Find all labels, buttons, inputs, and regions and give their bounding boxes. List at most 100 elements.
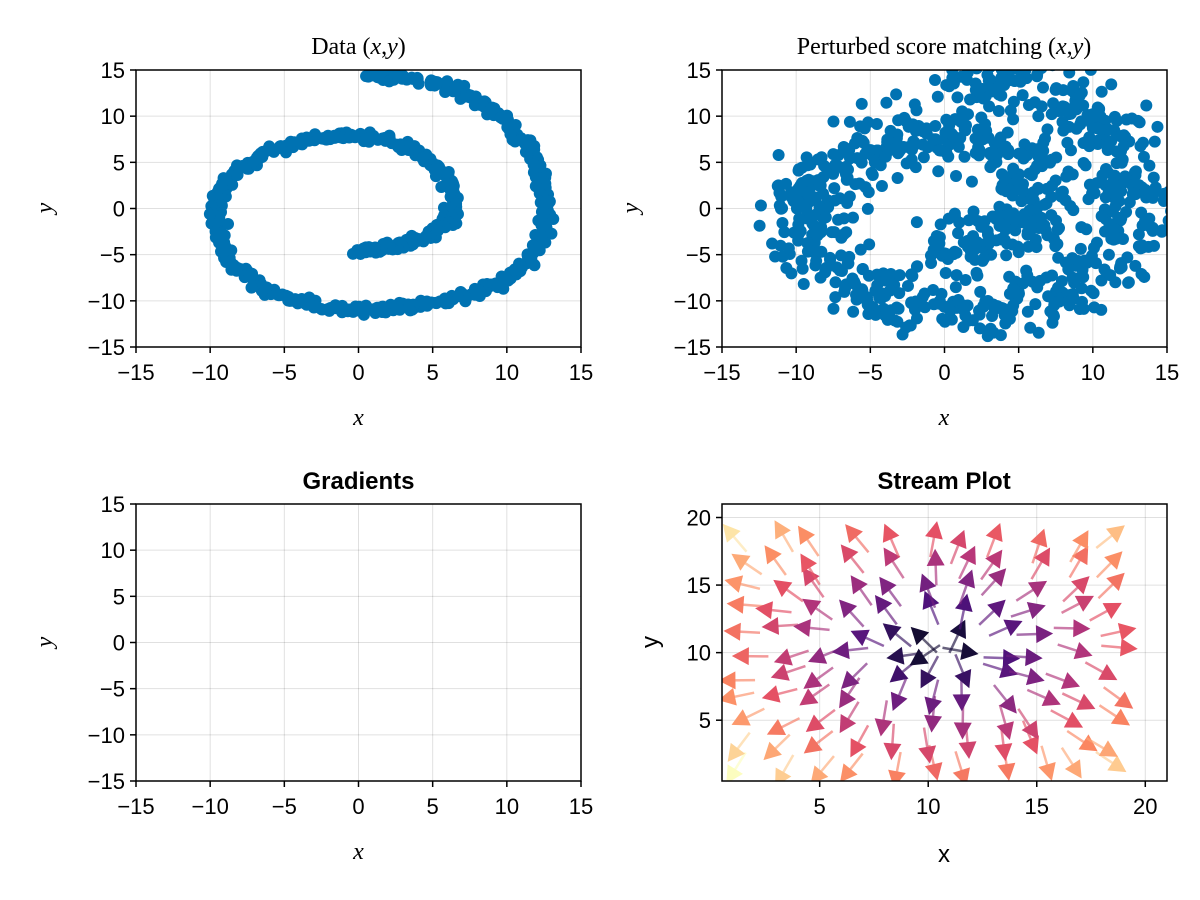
data-point [1035, 211, 1048, 224]
stream-arrow [766, 718, 787, 736]
data-point [965, 175, 978, 188]
data-point [947, 248, 960, 261]
stream-arrow [774, 520, 791, 540]
stream-arrow [920, 669, 937, 689]
data-point [1096, 169, 1109, 182]
data-point [1120, 113, 1133, 126]
stream-arrow [724, 575, 744, 593]
y-tick-label: 0 [113, 197, 125, 222]
data-point [1007, 162, 1020, 175]
data-point [412, 77, 425, 90]
data-point [1055, 186, 1068, 199]
stream-arrow [845, 524, 863, 543]
data-point [1109, 200, 1122, 213]
stream-arrow [954, 669, 972, 689]
x-tick-label: 0 [938, 360, 950, 385]
data-point [1032, 181, 1045, 194]
data-point [1062, 165, 1075, 178]
data-point [908, 139, 921, 152]
data-point [819, 266, 832, 279]
stream-arrow [726, 764, 743, 781]
data-point [813, 174, 826, 187]
data-point [1034, 154, 1047, 167]
y-tick-label: 10 [101, 538, 125, 563]
data-point [1082, 193, 1095, 206]
data-point [959, 309, 972, 322]
data-point [791, 194, 804, 207]
data-point [1049, 174, 1062, 187]
data-point [800, 151, 813, 164]
data-point [975, 220, 988, 233]
data-point [987, 70, 992, 71]
stream-arrow [798, 525, 816, 545]
data-point [995, 89, 1008, 102]
x-axis-label: x [938, 405, 950, 431]
data-point [1075, 282, 1088, 295]
data-point [961, 108, 974, 121]
data-point [884, 284, 897, 297]
stream-arrow [840, 763, 858, 781]
stream-arrow [799, 688, 819, 706]
stream-arrow [773, 648, 793, 666]
data-point [842, 257, 855, 270]
data-point [1148, 135, 1161, 148]
data-point [1041, 229, 1054, 242]
data-point [1002, 208, 1015, 221]
data-point [1104, 269, 1117, 282]
stream-arrow [731, 553, 751, 571]
data-point [1084, 70, 1097, 76]
stream-arrow [1098, 664, 1118, 681]
data-point [957, 236, 970, 249]
data-point [1031, 143, 1044, 156]
data-point [774, 202, 787, 215]
data-point [776, 216, 789, 229]
data-point [952, 140, 965, 153]
stream-arrow [850, 575, 868, 595]
y-tick-label: −5 [100, 677, 125, 702]
stream-arrow [1105, 525, 1125, 543]
data-point [977, 92, 990, 105]
data-point [902, 120, 915, 133]
data-point [992, 105, 1005, 118]
data-point [1106, 176, 1119, 189]
stream-arrow [958, 569, 975, 589]
data-point [1047, 97, 1060, 110]
data-point [1074, 242, 1087, 255]
data-point [929, 73, 942, 86]
data-point [772, 148, 785, 161]
x-tick-label: 10 [1081, 360, 1105, 385]
data-point [1026, 275, 1039, 288]
stream-arrow [727, 742, 746, 762]
data-point [810, 254, 823, 267]
stream-arrow [918, 745, 937, 764]
data-point [528, 259, 541, 272]
stream-arrow [726, 595, 745, 614]
data-point [959, 273, 972, 286]
stream-arrow [1027, 580, 1048, 598]
x-tick-label: 5 [1013, 360, 1025, 385]
data-point [933, 295, 946, 308]
data-point [499, 272, 512, 285]
data-point [932, 165, 945, 178]
data-point [815, 245, 828, 258]
x-tick-label: −5 [272, 360, 297, 385]
data-point [263, 143, 276, 156]
data-point [961, 70, 974, 79]
y-tick-label: 10 [101, 104, 125, 129]
data-point [1132, 228, 1145, 241]
y-tick-label: −10 [88, 723, 125, 748]
data-point [908, 98, 921, 111]
data-point [1095, 85, 1108, 98]
data-point [962, 214, 975, 227]
y-tick-label: 5 [699, 708, 711, 733]
y-tick-label: 10 [687, 641, 711, 666]
data-point [366, 303, 379, 316]
x-tick-label: −10 [192, 794, 229, 819]
stream-arrow [888, 769, 906, 781]
data-point [1061, 136, 1074, 149]
data-point [497, 282, 510, 295]
data-point [1087, 287, 1100, 300]
data-point [979, 295, 992, 308]
stream-arrow [1120, 638, 1138, 657]
data-point [795, 184, 808, 197]
